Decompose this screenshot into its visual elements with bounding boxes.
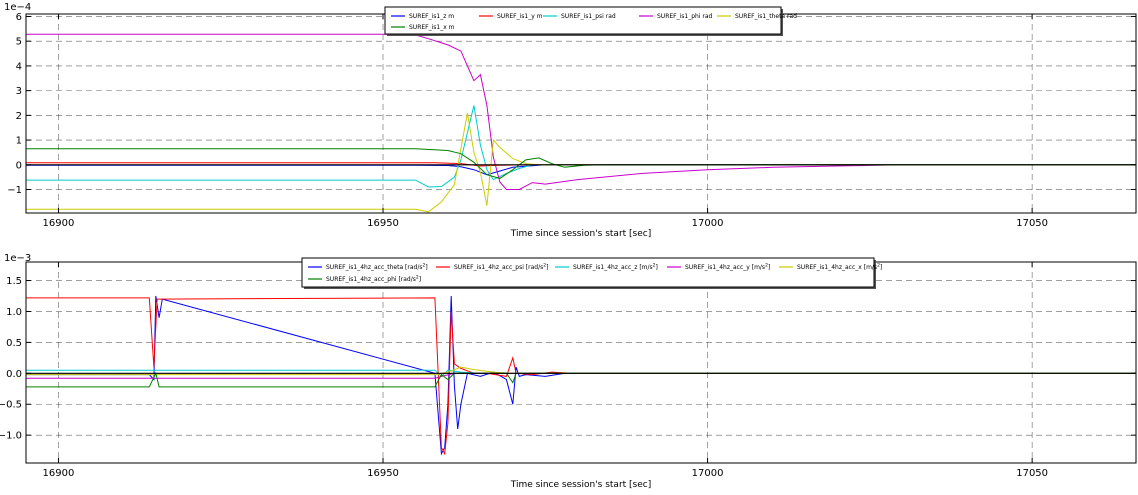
legend-label: SUREF_is1_4hz_acc_psi [rad/s2] — [454, 263, 548, 272]
x-tick-label: 16950 — [367, 468, 399, 479]
y-tick-label: 3 — [16, 86, 22, 97]
x-tick-label: 16900 — [43, 218, 75, 229]
chart-1: 16900 16950 17000 17050 −1 0 1 2 3 4 5 61e−4 Time si… — [4, 2, 1137, 239]
series-line-SUREF_is1_psi rad — [26, 105, 1136, 188]
series-line-SUREF_is1_theta rad — [26, 112, 1136, 213]
x-tick-label: 16900 — [43, 468, 75, 479]
legend-label: SUREF_is1_psi rad — [561, 13, 616, 20]
x-tick-label: 16950 — [367, 218, 399, 229]
legend-label: SUREF_is1_x m — [409, 24, 455, 31]
x-tick-label: 17000 — [692, 218, 724, 229]
y-tick-label: 4 — [16, 61, 22, 72]
plot-frame — [25, 261, 1137, 464]
x-axis-label: Time since session's start [sec] — [510, 480, 651, 490]
legend-label: SUREF_is1_4hz_acc_y [m/s2] — [685, 263, 770, 272]
legend-label: SUREF_is1_theta rad — [735, 13, 797, 20]
series-line-SUREF_is1_z m — [26, 164, 1136, 176]
y-tick-label: 1.0 — [6, 307, 22, 318]
x-tick-label: 17050 — [1016, 218, 1048, 229]
x-tick-label: 17000 — [692, 468, 724, 479]
y-tick-label: 0.5 — [6, 338, 22, 349]
series-line-SUREF_is1_4hz_acc_y — [26, 372, 1136, 379]
y-tick-label: −1.0 — [0, 431, 22, 442]
legend: SUREF_is1_4hz_acc_theta [rad/s2] SUREF_is… — [301, 257, 882, 289]
series-line-SUREF_is1_4hz_acc_psi — [26, 297, 1136, 456]
legend-box — [384, 6, 782, 35]
legend-label: SUREF_is1_4hz_acc_x [m/s2] — [797, 263, 882, 272]
legend: SUREF_is1_z m SUREF_is1_y m SUREF_is1_psi … — [384, 6, 797, 36]
series-line-SUREF_is1_4hz_acc_theta — [26, 295, 1136, 456]
y-tick-label: 0 — [16, 160, 22, 171]
y-tick-label: 1 — [16, 136, 22, 147]
y-tick-label: 2 — [16, 111, 22, 122]
legend-label: SUREF_is1_4hz_acc_phi [rad/s2] — [326, 275, 421, 284]
y-tick-label: −0.5 — [0, 400, 22, 411]
series-group — [26, 33, 1136, 213]
legend-label: SUREF_is1_y m — [497, 13, 543, 20]
y-tick-label: 6 — [16, 12, 22, 23]
legend-label: SUREF_is1_phi rad — [657, 13, 713, 20]
y-tick-label: −1 — [7, 185, 22, 196]
y-tick-label: 0.0 — [6, 369, 22, 380]
y-tick-label: 5 — [16, 37, 22, 48]
y-tick-label: 1.5 — [6, 276, 22, 287]
legend-label: SUREF_is1_z m — [409, 13, 454, 20]
axis-exponent-label: 1e−3 — [4, 253, 31, 264]
chart-2: 16900 16950 17000 17050 −1.0 −0.5 0.0 0.5 1.0 1.5… — [0, 253, 1137, 490]
legend-label: SUREF_is1_4hz_acc_z [m/s2] — [573, 263, 658, 272]
x-axis-label: Time since session's start [sec] — [510, 229, 651, 239]
legend-box — [301, 257, 875, 288]
legend-label: SUREF_is1_4hz_acc_theta [rad/s2] — [326, 263, 428, 272]
series-line-SUREF_is1_phi rad — [26, 33, 1136, 190]
series-group — [26, 295, 1136, 456]
axis-exponent-label: 1e−4 — [4, 2, 31, 13]
series-line-SUREF_is1_x m — [26, 148, 1136, 179]
series-line-SUREF_is1_4hz_acc_phi — [26, 371, 1136, 388]
plot-frame — [25, 13, 1137, 214]
x-tick-label: 17050 — [1016, 468, 1048, 479]
